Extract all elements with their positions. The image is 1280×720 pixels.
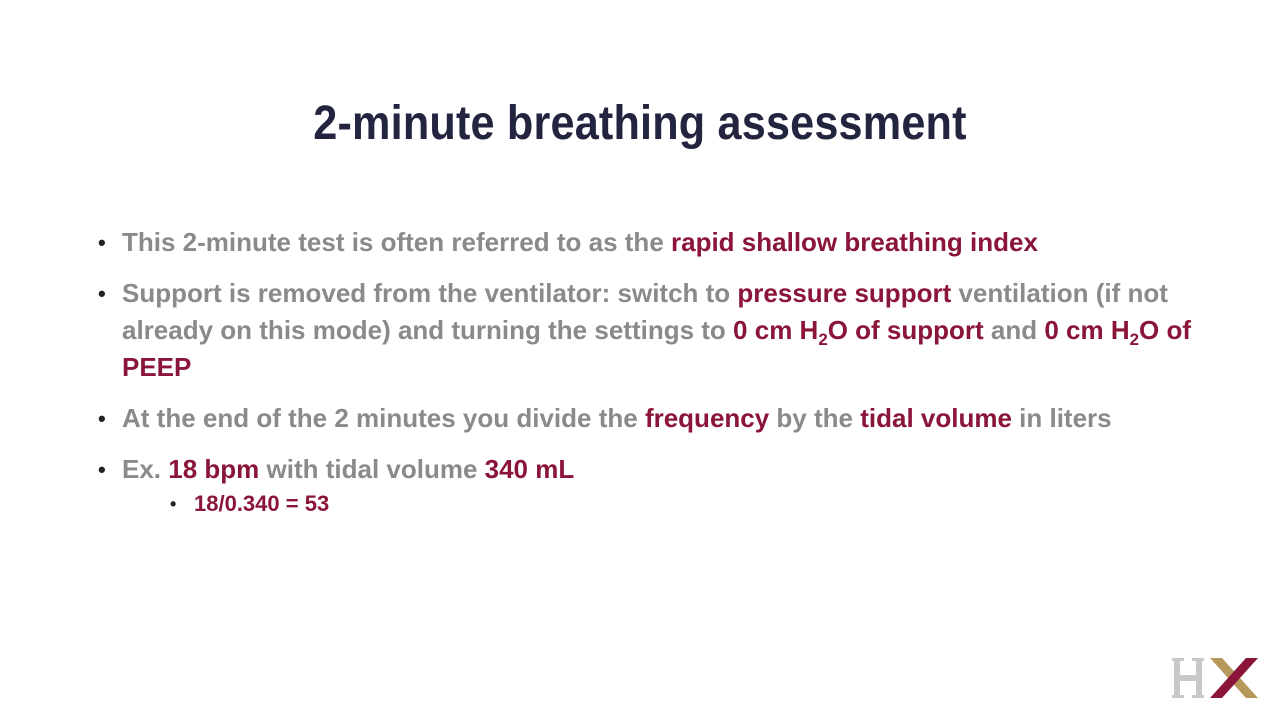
- highlight-text: O of PEEP: [122, 315, 1192, 382]
- logo-letter-h: [1172, 658, 1204, 698]
- bullet-list: This 2-minute test is often referred to …: [98, 224, 1198, 534]
- bullet-text: in liters: [1011, 403, 1112, 433]
- bullet-rsbi-definition: This 2-minute test is often referred to …: [98, 224, 1198, 261]
- sub-bullet-result: 18/0.340 = 53: [170, 488, 1198, 520]
- highlight-text: 0 cm H: [733, 315, 819, 345]
- bullet-text: by the: [769, 403, 861, 433]
- bullet-support-removal: Support is removed from the ventilator: …: [98, 275, 1198, 386]
- highlight-term: 0 cm H2O of support: [733, 315, 984, 348]
- highlight-term: rapid shallow breathing index: [671, 227, 1038, 257]
- bullet-text: Support is removed from the ventilator: …: [122, 278, 738, 308]
- subscript: 2: [818, 329, 828, 349]
- subscript: 2: [1129, 329, 1140, 349]
- bullet-text: ventilation (if not already on this mode…: [122, 278, 1168, 345]
- bullet-calculation: At the end of the 2 minutes you divide t…: [98, 400, 1198, 437]
- bullet-text: and: [983, 315, 1045, 345]
- highlight-text: 0 cm H: [1044, 315, 1130, 345]
- highlight-term: pressure support: [737, 278, 952, 308]
- hx-logo: [1172, 658, 1258, 698]
- bullet-text: Ex.: [122, 454, 169, 484]
- bullet-text: This 2-minute test is often referred to …: [122, 227, 671, 257]
- bullet-text: with tidal volume: [259, 454, 485, 484]
- slide-title: 2-minute breathing assessment: [313, 97, 967, 150]
- highlight-term: frequency: [644, 403, 770, 433]
- sub-bullet-list: 18/0.340 = 53: [122, 488, 1198, 520]
- highlight-term: 0 cm H2O of PEEP: [122, 315, 1191, 382]
- bullet-text: At the end of the 2 minutes you divide t…: [122, 403, 645, 433]
- highlight-term: 18 bpm: [168, 454, 260, 484]
- highlight-term: tidal volume: [860, 403, 1012, 433]
- logo-letter-x: [1210, 658, 1258, 698]
- highlight-text: O of support: [827, 315, 984, 345]
- bullet-example: Ex. 18 bpm with tidal volume 340 mL 18/0…: [98, 451, 1198, 520]
- highlight-term: 340 mL: [484, 454, 575, 484]
